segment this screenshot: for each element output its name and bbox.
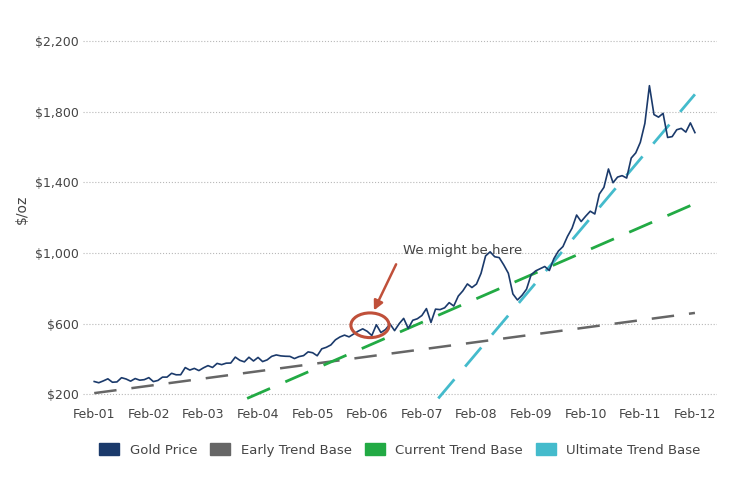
Text: We might be here: We might be here xyxy=(402,244,522,256)
Legend: Gold Price, Early Trend Base, Current Trend Base, Ultimate Trend Base: Gold Price, Early Trend Base, Current Tr… xyxy=(94,438,706,462)
Y-axis label: $/oz: $/oz xyxy=(15,194,29,224)
